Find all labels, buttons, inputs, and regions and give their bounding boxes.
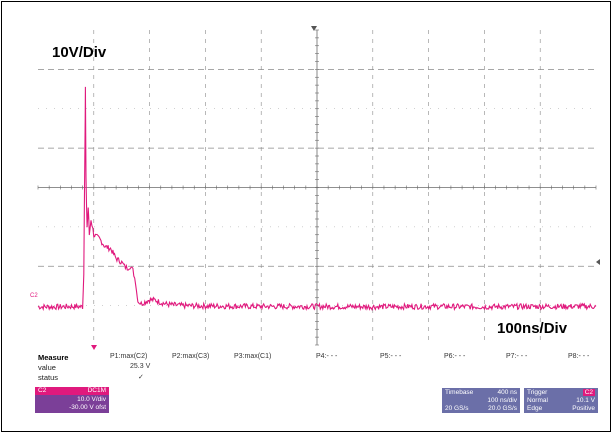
- measure-param-label[interactable]: P8:- - -: [568, 353, 590, 360]
- timebase-sr: 20.0 GS/s: [488, 405, 517, 412]
- channel-box[interactable]: C2 DC1M 10.0 V/div -30.00 V ofst: [35, 387, 109, 413]
- trigger-mode: Normal: [527, 397, 548, 404]
- trigger-title: Trigger: [527, 389, 548, 396]
- time-per-div-label: 100ns/Div: [497, 320, 568, 337]
- measure-param-label[interactable]: P6:- - -: [444, 353, 466, 360]
- trigger-type: Edge: [527, 405, 543, 412]
- channel-box-name: C2: [38, 387, 47, 394]
- measure-param-label[interactable]: P7:- - -: [506, 353, 528, 360]
- trigger-slope: Positive: [572, 405, 595, 412]
- timebase-tdiv: 100 ns/div: [487, 397, 517, 404]
- channel-box-coupling: DC1M: [87, 387, 106, 394]
- trigger-level-marker: [596, 259, 600, 265]
- trigger-position-marker: [91, 345, 97, 350]
- measure-param-label[interactable]: P2:max(C3): [172, 353, 210, 360]
- grid: [37, 26, 600, 350]
- channel-box-scale: 10.0 V/div: [77, 396, 106, 403]
- measure-param-value: 25.3 V: [130, 363, 151, 370]
- trigger-delay-marker: [311, 26, 317, 31]
- trigger-level: 10.1 V: [576, 397, 595, 404]
- timebase-box[interactable]: Timebase 400 ns 100 ns/div 20 GS/s 20.0 …: [442, 388, 520, 413]
- trigger-channel: C2: [582, 389, 595, 396]
- volt-per-div-label: 10V/Div: [52, 44, 107, 61]
- measure-status-row-label: status: [38, 373, 59, 382]
- channel-marker: C2: [30, 293, 38, 299]
- trigger-box[interactable]: Trigger C2 Normal 10.1 V Edge Positive: [524, 388, 598, 413]
- measure-param-label[interactable]: P3:max(C1): [234, 353, 272, 360]
- measure-param-label[interactable]: P5:- - -: [380, 353, 402, 360]
- measure-param-label[interactable]: P4:- - -: [316, 353, 338, 360]
- series-trace-c2: [37, 86, 597, 312]
- measure-param-status: ✓: [138, 374, 144, 381]
- channel-box-offset: -30.00 V ofst: [69, 404, 106, 411]
- measure-header: Measure: [38, 353, 69, 362]
- timebase-title: Timebase: [445, 389, 474, 396]
- trace-layer: [37, 86, 597, 312]
- timebase-delay: 400 ns: [497, 389, 517, 396]
- timebase-points: 20 GS/s: [445, 405, 469, 412]
- measure-value-row-label: value: [38, 363, 56, 372]
- measure-param-label[interactable]: P1:max(C2): [110, 353, 148, 360]
